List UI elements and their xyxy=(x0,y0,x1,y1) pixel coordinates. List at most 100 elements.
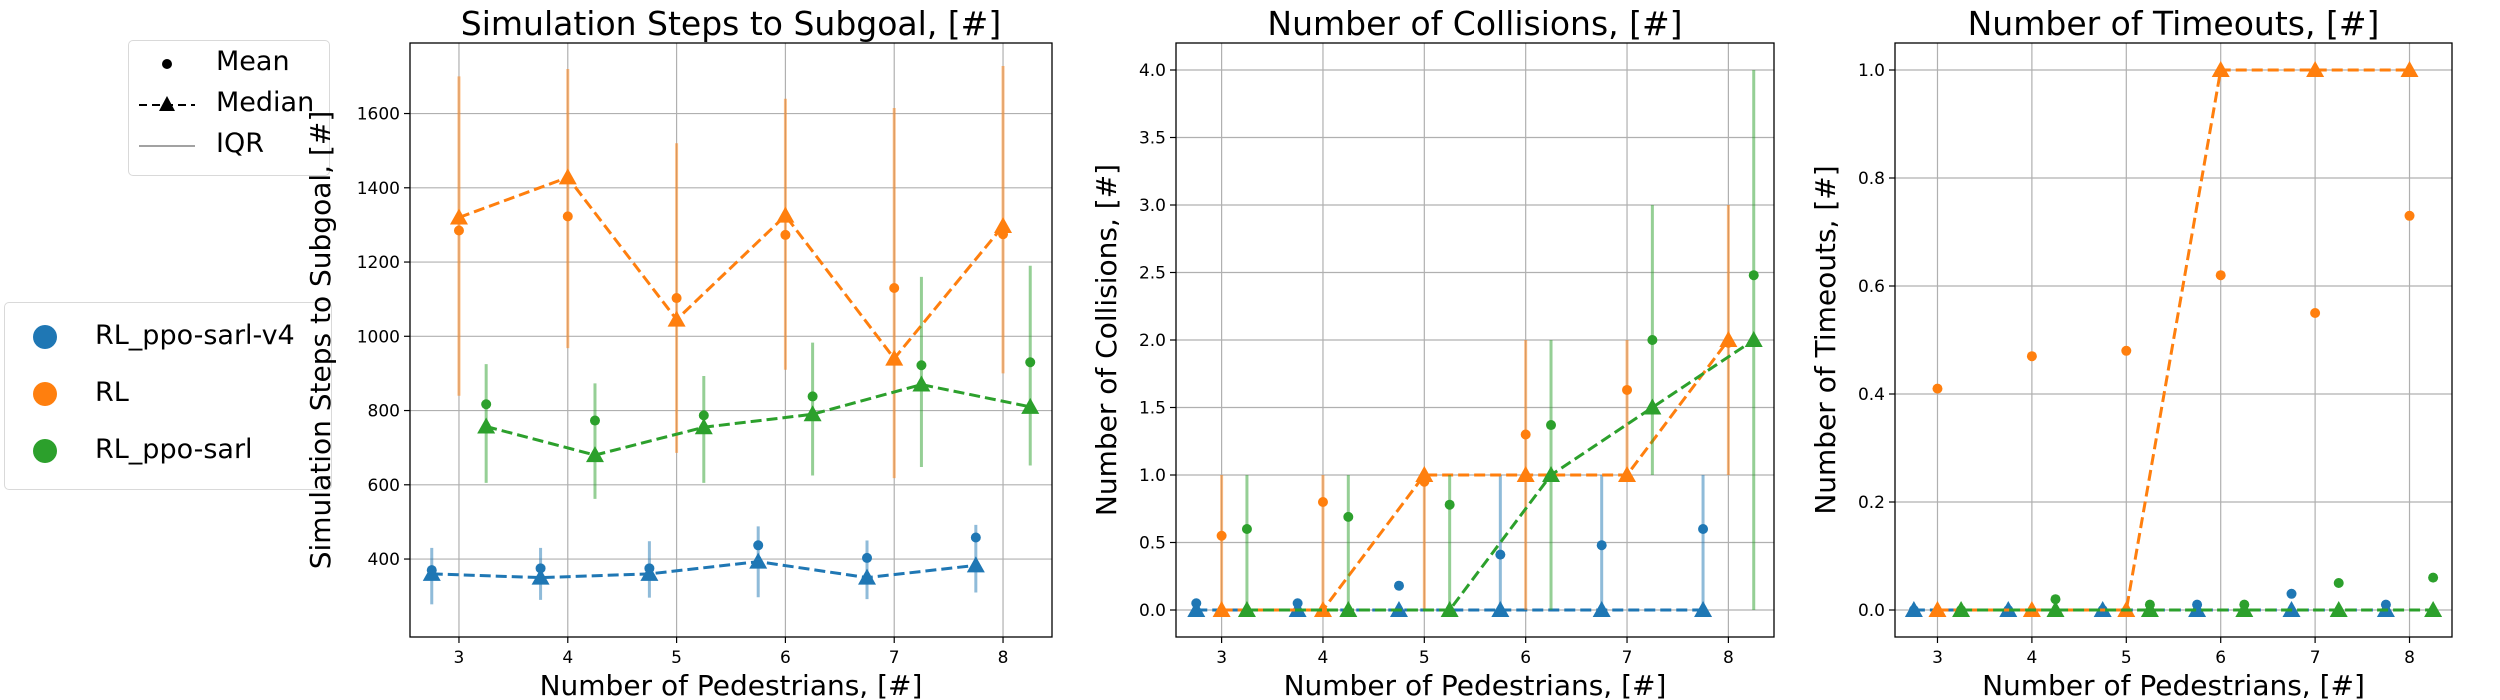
y-tick-label: 1.0 xyxy=(1858,61,1885,81)
median-marker xyxy=(803,405,822,422)
method-legend: RL_ppo-sarl-v4 RL RL_ppo-sarl xyxy=(4,302,332,490)
mean-marker xyxy=(2239,599,2250,610)
mean-marker xyxy=(2144,599,2155,610)
median-marker xyxy=(2400,61,2419,77)
chart-1: 3 4 5 6 7 8 0.0 0.5 1.0 1.5 2.0 2.5 3.0 3.5 4.0 Number … xyxy=(1090,4,1775,700)
y-axis-label: Number of Timeouts, [#] xyxy=(1809,165,1842,514)
mean-marker xyxy=(2310,308,2321,318)
mean-marker xyxy=(426,565,437,576)
median-line xyxy=(431,560,976,580)
mean-marker xyxy=(535,563,546,574)
plot-frame xyxy=(1175,42,1775,638)
method-legend-label-0: RL_ppo-sarl-v4 xyxy=(95,320,295,351)
median-marker xyxy=(1643,398,1662,415)
mean-marker xyxy=(2333,578,2344,588)
series-1 xyxy=(449,66,1013,479)
iqr-legend-label: IQR xyxy=(216,128,264,159)
x-tick-label: 3 xyxy=(454,648,465,668)
mean-marker xyxy=(481,399,492,410)
y-tick-label: 2.0 xyxy=(1139,331,1166,351)
y-tick-label: 4.0 xyxy=(1139,61,1166,81)
median-marker xyxy=(2329,601,2348,617)
mean-marker xyxy=(2121,345,2132,356)
median-marker xyxy=(1440,601,1459,617)
mean-legend-label: Mean xyxy=(216,46,290,77)
median-marker xyxy=(1516,466,1535,482)
median-marker xyxy=(2046,601,2065,617)
mean-marker xyxy=(2050,594,2061,605)
x-tick-label: 3 xyxy=(1932,648,1943,668)
median-marker xyxy=(1313,601,1332,617)
mean-marker xyxy=(1698,524,1709,534)
mean-marker xyxy=(671,293,682,304)
median-line xyxy=(1246,338,1755,612)
mean-marker xyxy=(589,415,600,426)
mean-marker xyxy=(916,360,927,371)
y-tick-label: 0.0 xyxy=(1858,601,1885,621)
mean-marker xyxy=(1216,530,1227,541)
mean-marker xyxy=(753,540,764,551)
x-axis-label: Number of Pedestrians, [#] xyxy=(1284,669,1667,700)
mean-marker xyxy=(2026,351,2037,362)
median-marker xyxy=(1339,601,1358,617)
median-marker xyxy=(858,568,877,585)
mean-marker xyxy=(1241,524,1252,534)
median-marker xyxy=(640,564,659,581)
x-tick-label: 8 xyxy=(1723,648,1734,668)
y-tick-label: 3.0 xyxy=(1139,196,1166,216)
mean-marker xyxy=(862,552,873,563)
median-line xyxy=(485,383,1031,457)
mean-marker xyxy=(1495,549,1506,560)
median-marker xyxy=(1187,601,1206,617)
median-marker xyxy=(1999,601,2018,617)
median-legend-label: Median xyxy=(216,87,315,118)
mean-marker xyxy=(2215,270,2226,281)
y-tick-label: 0.4 xyxy=(1858,385,1885,405)
series-1 xyxy=(1928,61,2419,617)
mean-marker xyxy=(2286,588,2297,599)
median-marker xyxy=(2424,601,2443,617)
median-marker xyxy=(1928,601,1947,617)
median-marker xyxy=(966,556,985,573)
x-axis-label: Number of Pedestrians, [#] xyxy=(1982,669,2365,700)
mean-marker xyxy=(2097,605,2108,615)
x-axis-label: Number of Pedestrians, [#] xyxy=(540,669,923,700)
y-tick-label: 0.8 xyxy=(1858,169,1885,189)
method-legend-dot-1 xyxy=(33,382,57,406)
median-marker xyxy=(2306,61,2325,77)
mean-marker xyxy=(1647,335,1658,345)
y-tick-label: 0.2 xyxy=(1858,493,1885,513)
method-legend-marker-2 xyxy=(33,439,57,463)
x-tick-label: 8 xyxy=(998,648,1009,668)
x-tick-label: 3 xyxy=(1216,648,1227,668)
mean-marker xyxy=(2003,605,2014,615)
mean-marker xyxy=(1520,429,1531,440)
median-marker xyxy=(912,375,931,392)
median-marker xyxy=(2235,601,2254,617)
median-marker xyxy=(422,564,441,581)
y-tick-label: 1400 xyxy=(357,179,400,199)
median-marker xyxy=(667,310,686,327)
median-legend-marker xyxy=(139,96,195,111)
y-tick-label: 1.5 xyxy=(1139,399,1166,419)
method-legend-label-2: RL_ppo-sarl xyxy=(95,434,253,465)
median-marker xyxy=(2093,601,2112,617)
y-tick-label: 1000 xyxy=(357,327,400,347)
x-tick-label: 7 xyxy=(1622,648,1633,668)
y-tick-label: 1200 xyxy=(357,253,400,273)
series-2 xyxy=(1237,70,1763,617)
mean-marker xyxy=(562,211,573,222)
mean-marker xyxy=(453,225,464,236)
mean-marker xyxy=(780,229,791,240)
mean-marker xyxy=(998,229,1009,240)
y-tick-label: 1.0 xyxy=(1139,466,1166,486)
median-marker xyxy=(1021,397,1040,414)
plot-frame xyxy=(1894,42,2453,638)
median-marker xyxy=(2211,61,2230,77)
x-tick-label: 8 xyxy=(2404,648,2415,668)
median-marker xyxy=(531,568,550,585)
y-tick-label: 2.5 xyxy=(1139,264,1166,284)
median-marker xyxy=(1491,601,1510,617)
median-marker xyxy=(1952,601,1971,617)
